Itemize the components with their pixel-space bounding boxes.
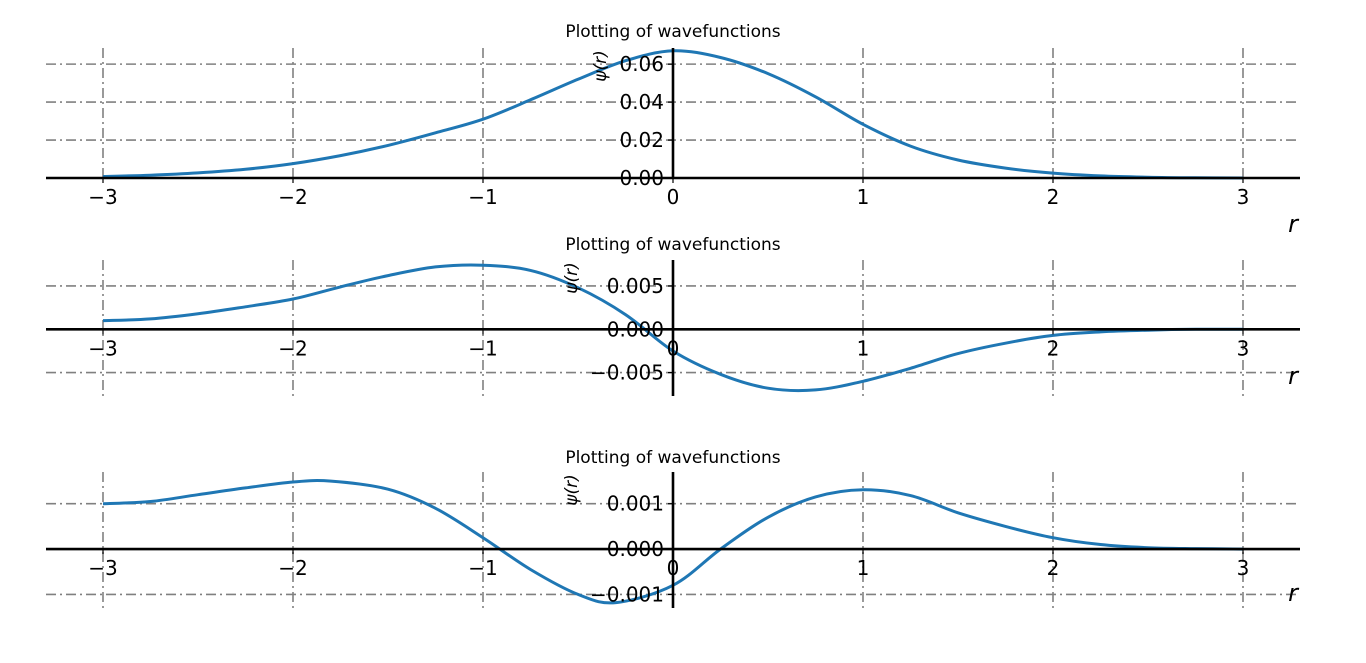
y-tick-label: −0.005 [590,361,664,385]
x-tick-label: 3 [1237,336,1250,360]
x-axis-label: r [1288,579,1300,607]
y-axis-label: ψ(r) [591,50,611,81]
x-tick-label: −2 [278,185,307,209]
y-tick-label: 0.06 [619,52,664,76]
x-tick-label: −1 [468,336,497,360]
x-tick-label: 3 [1237,556,1250,580]
x-tick-label: −1 [468,185,497,209]
x-tick-label: 2 [1047,185,1060,209]
x-tick-label: −2 [278,336,307,360]
y-axis-label: ψ(r) [562,474,582,505]
y-tick-label: 0.00 [619,166,664,190]
x-tick-label: 0 [667,185,680,209]
chart-panel-3: −3 −2 −1 0 1 2 3 −0.001 0.000 0.001 Plotting of wa… [46,448,1300,608]
x-axis-label: r [1288,210,1300,238]
y-tick-label: 0.005 [607,274,664,298]
x-tick-label: −3 [88,336,117,360]
x-tick-label: 0 [667,336,680,360]
y-tick-label: 0.04 [619,90,664,114]
y-tick-label: 0.001 [607,492,664,516]
x-tick-label: 1 [857,336,870,360]
y-axis-label: ψ(r) [562,262,582,293]
chart-panel-1: −3 −2 −1 0 1 2 3 0.00 0.02 0.04 0.06 Plotting of wa… [46,22,1300,238]
chart-title: Plotting of wavefunctions [565,22,780,42]
y-tick-label: 0.02 [619,128,664,152]
x-tick-label: −3 [88,556,117,580]
chart-title: Plotting of wavefunctions [565,235,780,255]
x-tick-label: 1 [857,556,870,580]
x-tick-label: −3 [88,185,117,209]
x-tick-label: −2 [278,556,307,580]
x-tick-label: 0 [667,556,680,580]
y-tick-label: 0.000 [607,537,664,561]
x-tick-label: 2 [1047,556,1060,580]
y-tick-label: 0.000 [607,317,664,341]
x-axis-label: r [1288,362,1300,390]
x-tick-label: 2 [1047,336,1060,360]
x-tick-label: 3 [1237,185,1250,209]
x-tick-label: 1 [857,185,870,209]
chart-title: Plotting of wavefunctions [565,448,780,468]
y-tick-label: −0.001 [590,582,664,606]
chart-panel-2: −3 −2 −1 0 1 2 3 −0.005 0.000 0.005 Plotting of wa… [46,235,1300,396]
x-tick-label: −1 [468,556,497,580]
